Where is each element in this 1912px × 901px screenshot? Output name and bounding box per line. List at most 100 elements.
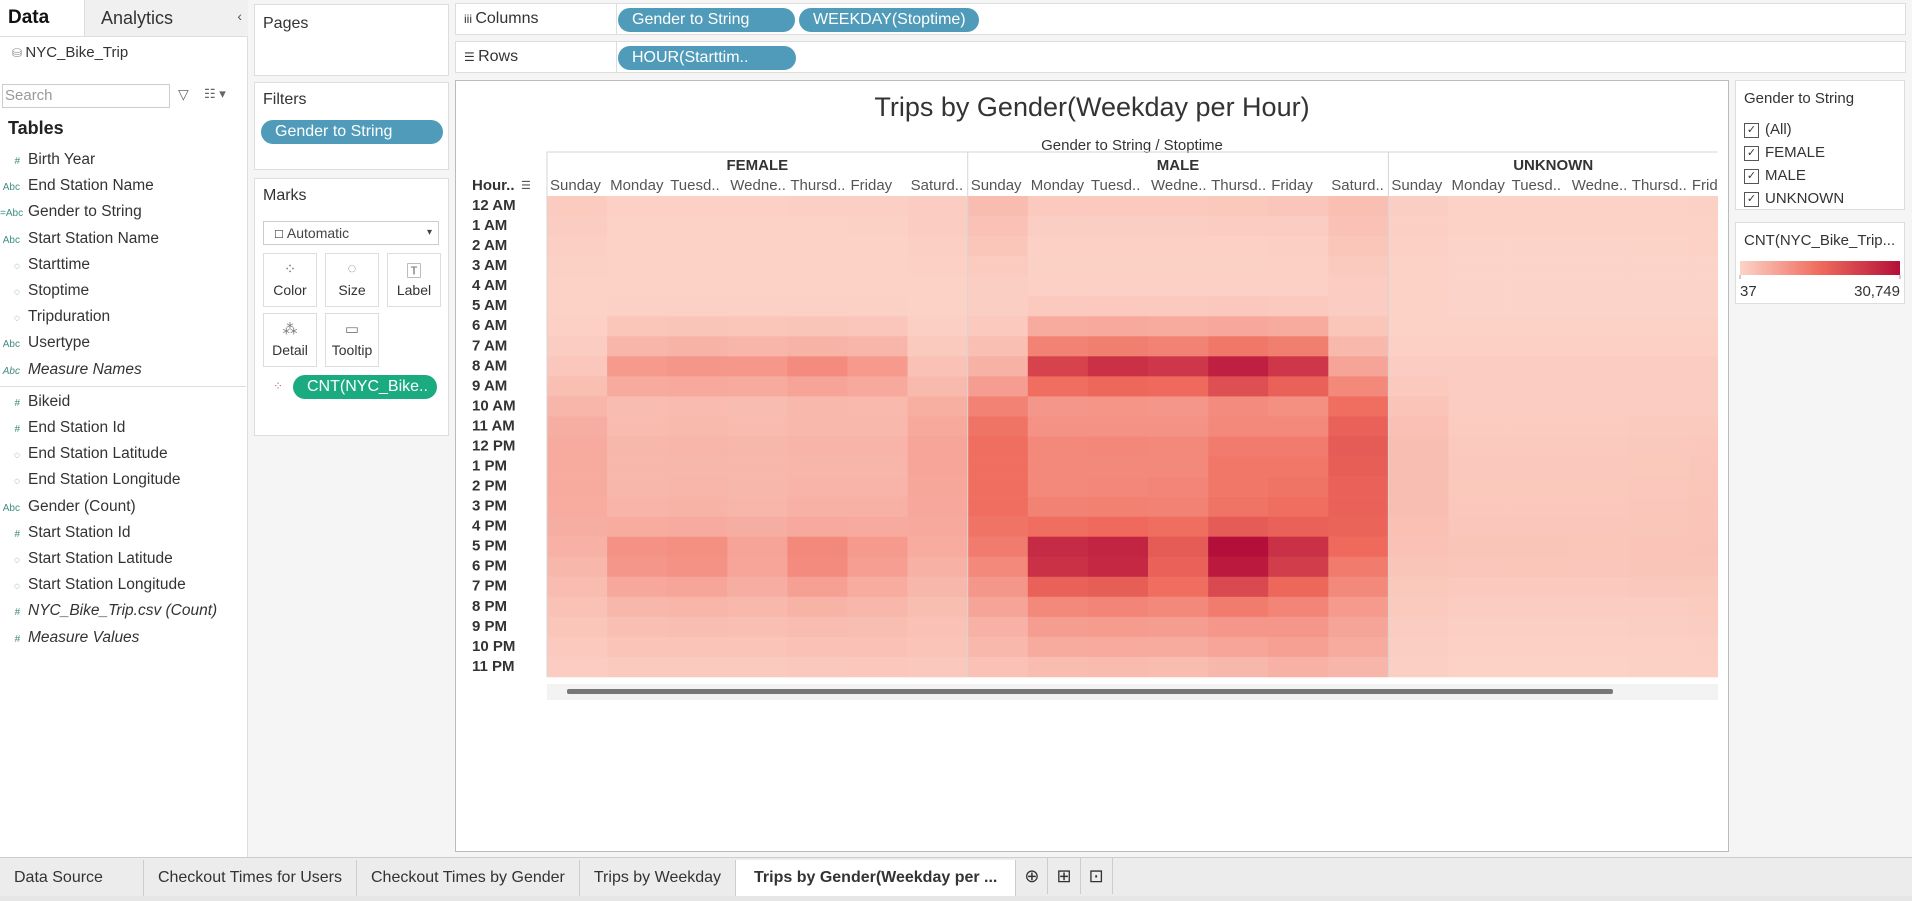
new-sheet-button[interactable]: ⊕ bbox=[1016, 858, 1049, 894]
sheet-tab[interactable]: Trips by Weekday bbox=[580, 860, 737, 896]
collapse-icon[interactable]: ‹ bbox=[237, 8, 242, 24]
heat-cell bbox=[727, 616, 788, 638]
heat-cell bbox=[907, 636, 968, 658]
heat-cell bbox=[1328, 216, 1389, 237]
heat-cell bbox=[1328, 256, 1389, 277]
sheet-tab[interactable]: Checkout Times by Gender bbox=[357, 860, 580, 896]
pane-tab[interactable]: Data bbox=[0, 0, 84, 36]
heat-cell bbox=[1268, 516, 1329, 537]
shelf-pill[interactable]: HOUR(Starttim.. bbox=[618, 46, 796, 70]
new-sheet-button[interactable]: ⊞ bbox=[1048, 858, 1081, 894]
heat-cell bbox=[727, 636, 788, 658]
axes: FEMALE MALE UNKNOWN 12 AM 1 AM 2 AM 3 AM 4 AM 5 … bbox=[472, 151, 1718, 677]
heat-cell bbox=[1688, 416, 1718, 437]
marks-button-icon: ◌ bbox=[347, 260, 357, 277]
heat-cell bbox=[607, 516, 668, 537]
field[interactable]: Abc End Station Name bbox=[0, 174, 246, 198]
heat-cell bbox=[727, 376, 788, 397]
heat-cell bbox=[1508, 596, 1569, 618]
marks-button[interactable]: ▭ Tooltip bbox=[325, 313, 379, 367]
field[interactable]: # Measure Values bbox=[0, 626, 246, 650]
sheet-tab[interactable]: Trips by Gender(Weekday per ... bbox=[736, 860, 1017, 896]
column-header: Thursd.. bbox=[790, 177, 845, 194]
field[interactable]: ◌ Tripduration bbox=[0, 305, 246, 329]
filter-icon[interactable]: ▽ bbox=[178, 86, 189, 102]
field[interactable]: # End Station Id bbox=[0, 416, 246, 440]
heat-cell bbox=[1148, 416, 1209, 437]
marks-button[interactable]: ⁘ Color bbox=[263, 253, 317, 307]
heat-cell bbox=[967, 536, 1029, 558]
view-icon[interactable]: ☷ ▾ bbox=[204, 86, 226, 101]
pane-tab[interactable]: Analytics bbox=[84, 0, 248, 36]
data-pane: Data Analytics ‹ ⛁ NYC_Bike_Trip Search ▽ … bbox=[0, 0, 248, 857]
field[interactable]: ◌ Start Station Longitude bbox=[0, 573, 246, 597]
field[interactable]: ◌ End Station Latitude bbox=[0, 442, 246, 466]
heat-cell bbox=[1087, 616, 1149, 638]
heat-cell bbox=[1027, 256, 1089, 277]
heat-cell bbox=[1087, 636, 1149, 658]
heat-cell bbox=[1208, 356, 1269, 377]
heat-cell bbox=[547, 236, 608, 257]
shelf-pill[interactable]: Gender to String bbox=[261, 120, 443, 144]
field[interactable]: Abc Usertype bbox=[0, 331, 246, 355]
heat-cell bbox=[787, 276, 848, 297]
source-text: NYC_Bike_Trip bbox=[25, 44, 129, 61]
marks-button-icon: ⁂ bbox=[282, 321, 298, 338]
heat-cell bbox=[1688, 256, 1718, 277]
heat-cell bbox=[1448, 376, 1509, 397]
mark-buttons: ⁘ Color ◌ Size 🅃 Label ⁂ Detail ▭ Tooltip bbox=[255, 253, 450, 373]
heat-cell bbox=[547, 576, 608, 598]
heat-cell bbox=[1448, 456, 1509, 477]
field-type-icon: # bbox=[14, 397, 20, 409]
heat-cell bbox=[1148, 476, 1209, 497]
heat-cell bbox=[1508, 236, 1569, 257]
heat-cell bbox=[1388, 316, 1449, 337]
heat-cell bbox=[967, 576, 1029, 598]
legend-item[interactable]: ✓ FEMALE bbox=[1744, 142, 1825, 164]
marks-measure-pill[interactable]: CNT(NYC_Bike.. bbox=[293, 375, 437, 399]
field[interactable]: Abc Start Station Name bbox=[0, 227, 246, 251]
field[interactable]: ◌ End Station Longitude bbox=[0, 468, 246, 492]
marks-button[interactable]: ⁂ Detail bbox=[263, 313, 317, 367]
legend-item[interactable]: ✓ UNKNOWN bbox=[1744, 188, 1844, 210]
heat-cell bbox=[907, 396, 968, 417]
field[interactable]: ◌ Start Station Latitude bbox=[0, 547, 246, 571]
field[interactable]: # Bikeid bbox=[0, 390, 246, 414]
new-sheet-button[interactable]: ⊡ bbox=[1081, 858, 1113, 894]
field[interactable]: ◌ Stoptime bbox=[0, 279, 246, 303]
legend-label: UNKNOWN bbox=[1765, 190, 1845, 207]
heat-cell bbox=[967, 456, 1029, 477]
heat-cell bbox=[1208, 376, 1269, 397]
legend-item[interactable]: ✓ MALE bbox=[1744, 165, 1806, 187]
field[interactable]: # Birth Year bbox=[0, 148, 246, 172]
legend-item[interactable]: ✓ (All) bbox=[1744, 119, 1792, 141]
field[interactable]: # NYC_Bike_Trip.csv (Count) bbox=[0, 599, 246, 623]
shelf-pill[interactable]: WEEKDAY(Stoptime) bbox=[799, 8, 979, 32]
search-box[interactable]: Search bbox=[2, 84, 170, 108]
data-source-name[interactable]: ⛁ NYC_Bike_Trip bbox=[12, 44, 129, 61]
heat-cell bbox=[1568, 236, 1630, 257]
field[interactable]: =Abc Gender to String bbox=[0, 200, 246, 224]
chart: Trips by Gender(Weekday per Hour) Gender… bbox=[455, 80, 1729, 852]
field[interactable]: Abc Measure Names bbox=[0, 358, 246, 382]
y-tick-label: 2 AM bbox=[472, 237, 507, 254]
field[interactable]: Abc Gender (Count) bbox=[0, 495, 246, 519]
sheet-tab[interactable]: Checkout Times for Users bbox=[144, 860, 357, 896]
heat-cell bbox=[727, 276, 788, 297]
legend-tick-label: 37 bbox=[1740, 283, 1757, 300]
y-tick-label: 11 AM bbox=[472, 417, 515, 434]
mark-type-dropdown[interactable]: ☐ Automatic ▾ bbox=[263, 221, 439, 245]
field-type-icon: ◌ bbox=[14, 581, 20, 593]
field[interactable]: # Start Station Id bbox=[0, 521, 246, 545]
heat-cell bbox=[787, 476, 848, 497]
marks-button[interactable]: 🅃 Label bbox=[387, 253, 441, 307]
legend-label: MALE bbox=[1765, 167, 1806, 184]
heat-cell bbox=[1568, 576, 1630, 598]
marks-button[interactable]: ◌ Size bbox=[325, 253, 379, 307]
sheet-tab[interactable]: Data Source bbox=[0, 860, 144, 896]
shelf-pill[interactable]: Gender to String bbox=[618, 8, 795, 32]
field[interactable]: ◌ Starttime bbox=[0, 253, 246, 277]
heat-cell bbox=[907, 456, 968, 477]
checkbox: ✓ bbox=[1744, 122, 1759, 138]
scrollbar-thumb[interactable] bbox=[567, 689, 1613, 694]
